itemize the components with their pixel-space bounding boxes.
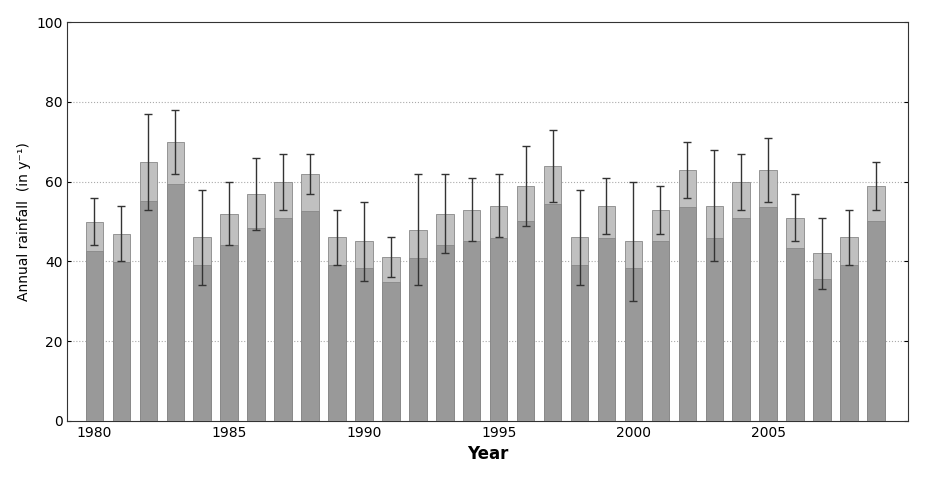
Bar [275, 181, 291, 421]
Bar [571, 238, 588, 421]
Bar [571, 265, 588, 421]
Bar [706, 205, 723, 421]
Bar [759, 207, 777, 421]
Bar [382, 282, 400, 421]
Bar [598, 238, 615, 421]
Bar [786, 248, 804, 421]
Bar [786, 217, 804, 421]
Bar [220, 214, 238, 421]
Bar [733, 217, 750, 421]
Bar [86, 252, 104, 421]
Bar [355, 268, 373, 421]
Bar [86, 222, 104, 421]
Bar [490, 205, 508, 421]
Bar [868, 221, 884, 421]
Bar [733, 181, 750, 421]
Bar [868, 186, 884, 421]
Bar [813, 278, 831, 421]
Bar [193, 265, 211, 421]
Bar [463, 241, 480, 421]
Bar [651, 210, 669, 421]
Bar [409, 229, 426, 421]
Bar [113, 233, 130, 421]
Bar [247, 228, 265, 421]
Bar [624, 268, 642, 421]
Bar [275, 217, 291, 421]
Bar [302, 174, 319, 421]
Bar [328, 238, 346, 421]
Bar [544, 166, 561, 421]
Bar [651, 241, 669, 421]
Bar [517, 186, 535, 421]
Bar [544, 204, 561, 421]
Bar [193, 238, 211, 421]
Bar [409, 258, 426, 421]
X-axis label: Year: Year [467, 445, 509, 463]
Bar [840, 265, 857, 421]
Bar [247, 193, 265, 421]
Bar [140, 162, 157, 421]
Bar [813, 253, 831, 421]
Bar [328, 265, 346, 421]
Bar [355, 241, 373, 421]
Bar [598, 205, 615, 421]
Bar [166, 184, 184, 421]
Bar [517, 221, 535, 421]
Y-axis label: Annual rainfall  (in y⁻¹): Annual rainfall (in y⁻¹) [17, 142, 31, 301]
Bar [679, 207, 697, 421]
Bar [706, 238, 723, 421]
Bar [302, 211, 319, 421]
Bar [840, 238, 857, 421]
Bar [140, 201, 157, 421]
Bar [436, 214, 453, 421]
Bar [624, 241, 642, 421]
Bar [220, 245, 238, 421]
Bar [759, 170, 777, 421]
Bar [382, 257, 400, 421]
Bar [436, 245, 453, 421]
Bar [113, 262, 130, 421]
Bar [463, 210, 480, 421]
Bar [679, 170, 697, 421]
Bar [166, 142, 184, 421]
Bar [490, 238, 508, 421]
